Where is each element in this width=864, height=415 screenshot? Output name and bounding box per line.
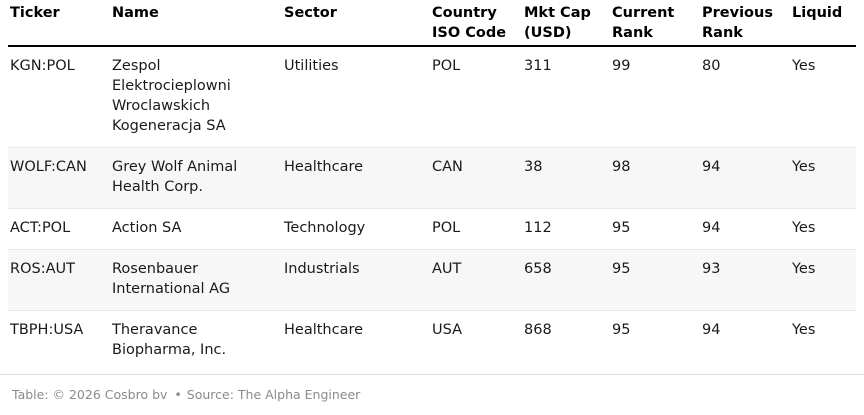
cell-sector: Healthcare [282, 310, 430, 371]
cell-country: CAN [430, 147, 522, 209]
cell-current-rank: 98 [610, 147, 700, 209]
table-row-wolf-can: WOLF:CAN Grey Wolf Animal Health Corp. H… [8, 147, 856, 209]
cell-mkt-cap: 311 [524, 58, 552, 74]
cell-mkt-cap: 658 [522, 249, 610, 311]
cell-liquid: Yes [790, 147, 856, 209]
stock-rank-table-container: Ticker Name Sector Country ISO Code Mkt … [8, 0, 856, 371]
cell-current-rank: 95 [610, 208, 700, 250]
footer-source: Source: The Alpha Engineer [186, 387, 361, 402]
table-header: Ticker Name Sector Country ISO Code Mkt … [8, 0, 856, 47]
table-row-kgn-pol: KGN:POL Zespol Elektrocieplowni Wroclaws… [8, 46, 856, 148]
cell-name: Action SA [110, 208, 282, 250]
column-header-previous-rank: Previous Rank [700, 0, 790, 47]
cell-mkt-cap: 868 [522, 310, 610, 371]
cell-previous-rank: 94 [700, 147, 790, 209]
cell-ticker: TBPH:USA [8, 310, 110, 371]
cell-sector: Industrials [282, 249, 430, 311]
cell-ticker: ROS:AUT [8, 249, 110, 311]
cell-previous-rank: 93 [700, 249, 790, 311]
cell-mkt-cap: 112 [522, 208, 610, 250]
cell-liquid: Yes [790, 208, 856, 250]
stock-rank-table: Ticker Name Sector Country ISO Code Mkt … [8, 0, 856, 371]
cell-country: POL [430, 208, 522, 250]
cell-previous-rank: 80 [702, 58, 721, 74]
cell-ticker: KGN:POL [10, 58, 75, 74]
table-body: KGN:POL Zespol Elektrocieplowni Wroclaws… [8, 46, 856, 371]
cell-sector: Healthcare [282, 147, 430, 209]
cell-sector: Technology [282, 208, 430, 250]
table-row-tbph-usa: TBPH:USA Theravance Biopharma, Inc. Heal… [8, 310, 856, 371]
column-header-mkt-cap: Mkt Cap (USD) [522, 0, 610, 47]
cell-name: Rosenbauer International AG [110, 249, 282, 311]
cell-previous-rank: 94 [700, 208, 790, 250]
cell-current-rank: 95 [610, 310, 700, 371]
column-header-liquid: Liquid [790, 0, 856, 47]
cell-liquid: Yes [790, 310, 856, 371]
cell-name: Grey Wolf Animal Health Corp. [110, 147, 282, 209]
cell-sector: Utilities [284, 58, 339, 74]
bullet-separator: • [174, 387, 182, 402]
column-header-country-iso-code: Country ISO Code [430, 0, 522, 47]
column-header-ticker: Ticker [8, 0, 110, 47]
cell-current-rank: 99 [612, 58, 631, 74]
header-row: Ticker Name Sector Country ISO Code Mkt … [8, 0, 856, 47]
cell-country: USA [430, 310, 522, 371]
cell-current-rank: 95 [610, 249, 700, 311]
cell-name: Theravance Biopharma, Inc. [110, 310, 282, 371]
cell-name: Zespol Elektrocieplowni Wroclawskich Kog… [112, 58, 231, 134]
column-header-sector: Sector [282, 0, 430, 47]
cell-liquid: Yes [792, 58, 816, 74]
column-header-name: Name [110, 0, 282, 47]
cell-ticker: ACT:POL [8, 208, 110, 250]
cell-country: AUT [430, 249, 522, 311]
cell-ticker: WOLF:CAN [8, 147, 110, 209]
table-row-ros-aut: ROS:AUT Rosenbauer International AG Indu… [8, 249, 856, 311]
cell-liquid: Yes [790, 249, 856, 311]
table-footer: Table: © 2026 Cosbro bv • Source: The Alph… [0, 374, 864, 403]
footer-attribution: Table: © 2026 Cosbro bv [12, 387, 168, 402]
cell-previous-rank: 94 [700, 310, 790, 371]
cell-mkt-cap: 38 [522, 147, 610, 209]
column-header-current-rank: Current Rank [610, 0, 700, 47]
cell-country: POL [432, 58, 461, 74]
table-row-act-pol: ACT:POL Action SA Technology POL 112 95 … [8, 208, 856, 250]
